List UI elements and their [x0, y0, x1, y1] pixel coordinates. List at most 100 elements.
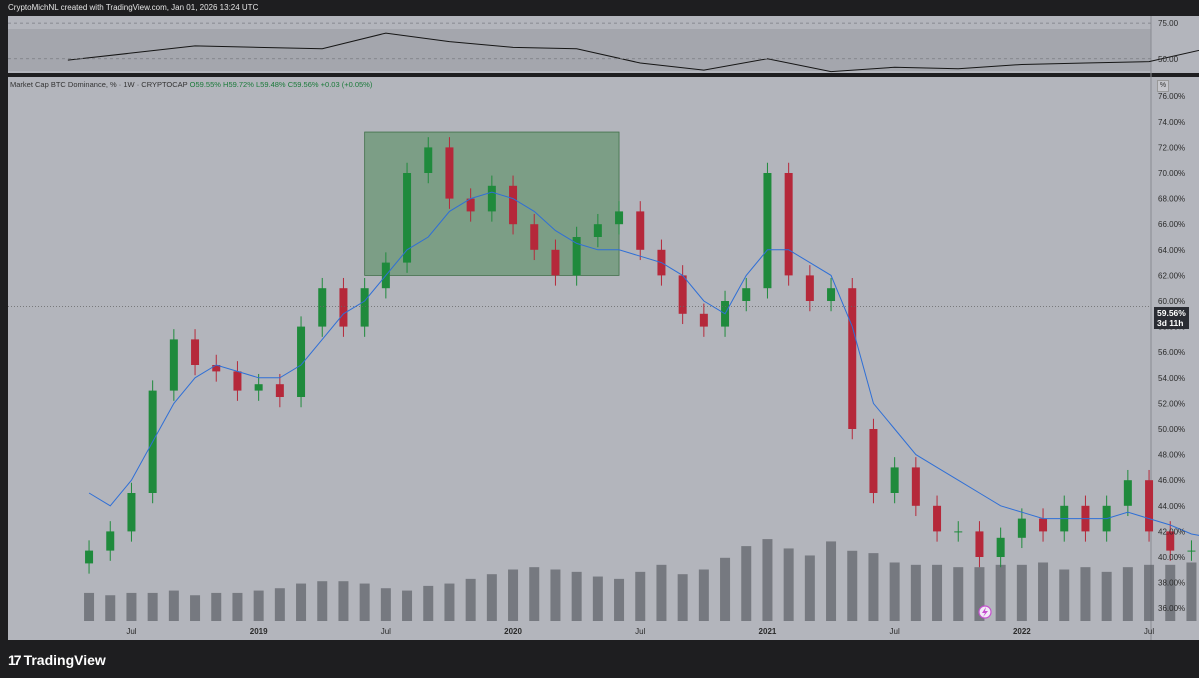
legend-change: +0.03 (+0.05%) [320, 80, 373, 89]
time-tick-label: 2019 [250, 627, 268, 636]
candle-body [827, 288, 836, 301]
volume-bar [190, 595, 201, 621]
volume-bar [402, 590, 413, 621]
volume-bar [932, 564, 943, 621]
price-tick-label: 74.00% [1158, 118, 1185, 127]
volume-bar [1101, 571, 1112, 621]
volume-bar [592, 576, 603, 621]
volume-bar [423, 585, 434, 621]
candle-body [551, 249, 560, 276]
candle-body [254, 384, 263, 391]
volume-bar [550, 569, 561, 621]
attribution-header: CryptoMichNL created with TradingView.co… [8, 3, 259, 12]
price-tick-label: 40.00% [1158, 553, 1185, 562]
volume-bar [910, 564, 921, 621]
candle-body [784, 173, 793, 276]
price-tick-label: 70.00% [1158, 169, 1185, 178]
candle-body [424, 147, 433, 173]
price-tick-label: 50.00% [1158, 425, 1185, 434]
volume-bar [826, 541, 837, 621]
price-tick-label: 56.00% [1158, 348, 1185, 357]
volume-bar [762, 539, 773, 621]
candle-body [445, 147, 454, 199]
price-tick-label: 54.00% [1158, 374, 1185, 383]
volume-bar [211, 592, 222, 621]
price-axis [1151, 77, 1199, 621]
candle-body [975, 531, 984, 557]
volume-bar [486, 574, 497, 621]
time-tick-label: Jul [635, 627, 645, 636]
time-tick-label: Jul [890, 627, 900, 636]
tradingview-logo[interactable]: 17 TradingView [8, 652, 106, 668]
price-tick-label: 72.00% [1158, 143, 1185, 152]
volume-bar [1038, 562, 1049, 621]
volume-bar [720, 557, 731, 621]
volume-bar [1122, 567, 1133, 621]
rsi-line [67, 32, 1199, 73]
volume-bar [253, 590, 264, 621]
volume-bar [168, 590, 179, 621]
rsi-axis [1151, 16, 1199, 73]
last-price-tag: 59.56% 3d 11h [1154, 307, 1189, 329]
volume-bar [359, 583, 370, 621]
time-tick-label: 2022 [1013, 627, 1031, 636]
rsi-band [8, 29, 1151, 71]
time-tick-label: Jul [126, 627, 136, 636]
price-tick-label: 64.00% [1158, 246, 1185, 255]
candle-body [487, 185, 496, 212]
time-tick-label: Jul [1144, 627, 1154, 636]
candle-body [1123, 480, 1132, 506]
volume-bar [1059, 569, 1070, 621]
volume-bar [274, 588, 285, 621]
price-tick-label: 36.00% [1158, 604, 1185, 613]
candle-body [169, 339, 178, 391]
bar-countdown: 3d 11h [1157, 318, 1184, 328]
last-price-value: 59.56% [1157, 308, 1186, 318]
volume-bar [1165, 564, 1176, 621]
price-tick-label: 66.00% [1158, 220, 1185, 229]
volume-bar [1016, 564, 1027, 621]
candle-body [699, 313, 708, 327]
time-axis [8, 621, 1199, 640]
legend-low: L59.48% [255, 80, 286, 89]
symbol-legend[interactable]: Market Cap BTC Dominance, % · 1W · CRYPT… [10, 80, 372, 89]
price-tick-label: 62.00% [1158, 271, 1185, 280]
candle-body [869, 429, 878, 493]
rsi-tick-label: 75.00 [1158, 19, 1179, 28]
price-tick-label: 52.00% [1158, 399, 1185, 408]
candle-body [1166, 531, 1175, 551]
candle-body [403, 173, 412, 263]
axis-layer: 76.00% 74.00% 72.00% 70.00% 68.00% 66.00% 64.0… [8, 19, 1185, 636]
price-tick-label: 46.00% [1158, 476, 1185, 485]
price-tick-label: 38.00% [1158, 579, 1185, 588]
volume-bar [508, 569, 519, 621]
volume-bar [126, 592, 137, 621]
volume-bar [995, 564, 1006, 621]
candle-body [233, 371, 242, 391]
volume-bar [1080, 567, 1091, 621]
candle-body [466, 198, 475, 212]
candle-body [318, 288, 327, 327]
volume-bar [804, 555, 815, 621]
price-tick-label: 42.00% [1158, 527, 1185, 536]
volume-bar [1186, 562, 1197, 621]
volume-bar [656, 564, 667, 621]
volume-bar [974, 567, 985, 621]
candle-body [996, 537, 1005, 557]
candle-body [805, 275, 814, 301]
rsi-tick-label: 50.00 [1158, 55, 1179, 64]
candle-body [1145, 480, 1154, 532]
percent-scale-button[interactable]: % [1157, 80, 1169, 92]
candle-body [1039, 518, 1048, 532]
lightning-icon[interactable] [978, 605, 992, 619]
volume-bar [571, 571, 582, 621]
candle-body [530, 224, 539, 250]
rsi-layer [67, 32, 1199, 73]
volume-bar [317, 581, 328, 621]
candle-body [85, 550, 94, 564]
legend-high: H59.72% [223, 80, 254, 89]
volume-bar [338, 581, 349, 621]
price-tick-label: 60.00% [1158, 297, 1185, 306]
volume-bar [741, 546, 752, 621]
